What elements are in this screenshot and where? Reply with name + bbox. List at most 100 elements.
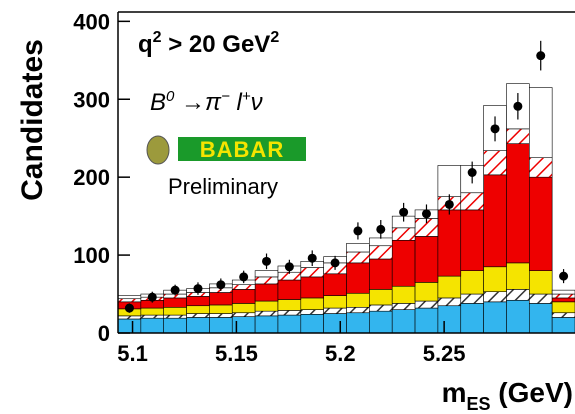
data-point [353,226,363,236]
histogram-bar [277,310,302,316]
histogram-bar [437,297,462,307]
histogram-bar [414,282,439,302]
histogram-bar [369,289,393,306]
histogram-bar [300,276,324,299]
histogram-bar [391,227,416,241]
data-point [284,262,294,272]
histogram-bar [460,303,484,334]
chart-title: q2 > 20 GeV2 [138,29,279,58]
histogram-bar [277,279,302,300]
histogram-bar [369,245,393,260]
histogram-bar [254,270,279,278]
histogram-bar [323,295,347,309]
logo-box [178,137,306,161]
histogram-bar [346,292,370,308]
histogram-bar [254,315,279,334]
histogram-bar [117,318,142,334]
histogram-bar [460,293,484,304]
histogram-bar [186,313,210,318]
histogram-bar [231,284,256,290]
histogram-bar [186,305,210,314]
histogram-bar [140,314,165,319]
histogram-bar [209,317,233,334]
histogram-bar [346,306,370,314]
histogram-bar [346,312,370,334]
histogram-bar [163,306,187,316]
histogram-bar [437,209,462,277]
data-point [536,51,546,61]
histogram-bar [528,176,553,271]
histogram-bar [506,262,530,290]
x-tick-label: 5.15 [215,341,258,366]
histogram-bar [551,317,575,334]
histogram-bar [254,310,279,317]
histogram-bar [551,289,575,295]
histogram-bar [140,317,165,334]
data-point [467,168,477,177]
y-tick-label: 100 [73,243,110,268]
histogram-bar [551,312,575,318]
data-point [421,209,431,219]
histogram-bar [277,314,302,334]
data-point [307,253,317,263]
plot-area [117,40,575,334]
histogram-bar [163,297,187,308]
x-tick-label: 5.25 [423,341,466,366]
histogram-bar [277,299,302,311]
histogram-bar [300,267,324,278]
histogram-bar [528,270,553,295]
histogram-bar [231,289,256,304]
histogram-bar [483,291,507,303]
histogram-bar [483,174,507,268]
status-label: Preliminary [168,174,278,199]
data-point [330,258,340,268]
x-axis-label: mES (GeV) [442,377,573,414]
histogram-bar [506,143,530,264]
histogram-bar [460,209,484,271]
histogram-bar [254,300,279,312]
y-tick-label: 200 [73,165,110,190]
histogram-bar [186,296,210,307]
histogram-bar [414,236,439,283]
histogram-bar [483,266,507,293]
histogram-bar [369,304,393,312]
histogram-bar [231,312,256,317]
data-point [376,224,386,234]
data-point [399,207,409,217]
histogram-bar [163,317,187,334]
y-tick-label: 300 [73,87,110,112]
histogram-bar [414,307,439,334]
histogram-bar [551,293,575,299]
histogram-bar [391,303,416,310]
histogram-bar [437,165,462,197]
histogram-bar [391,285,416,304]
histogram-bar [346,251,370,264]
histogram-bar [209,313,233,318]
histogram-bar [346,243,370,253]
histogram-bar [163,314,187,319]
data-point [147,292,157,302]
data-point [193,284,203,294]
data-point [216,280,226,290]
histogram-bar [117,298,142,303]
histogram-bar [140,307,165,316]
histogram-bar [209,292,233,306]
histogram-bar [300,309,324,315]
x-tick-label: 5.1 [117,341,148,366]
data-point [170,285,180,295]
histogram-bar [231,303,256,314]
logo-icon [146,135,170,165]
data-point [124,303,134,313]
histogram-bar [117,295,142,300]
histogram-bar [300,297,324,310]
data-point [262,256,272,266]
histogram-bar [506,299,530,334]
histogram-bar [323,307,347,314]
histogram-bar [300,314,324,334]
histogram-bar [551,301,575,314]
histogram-bar [460,192,484,211]
histogram-bar [483,150,507,176]
histogram-bar [254,283,279,302]
histogram-bar [528,87,553,158]
histogram-bar [506,289,530,301]
